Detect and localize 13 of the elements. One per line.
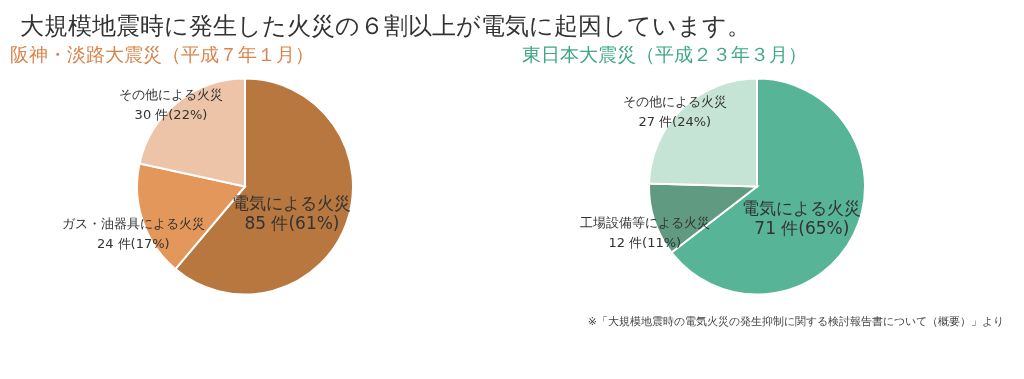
data-label: 71 件(65%)	[754, 217, 850, 238]
data-label: 27 件(24%)	[638, 113, 712, 129]
slice-label: 電気による火災	[232, 192, 352, 213]
text: ※「大規模地震時の電気火災の発生抑制に関する検討報告書について（概要）」より	[586, 314, 1005, 329]
slice-label: 工場設備等による火災	[579, 214, 710, 230]
chart-subtitle: 阪神・淡路大震災（平成７年１月）	[10, 43, 314, 65]
slice-label: その他による火災	[118, 86, 223, 102]
slice-label: その他による火災	[622, 93, 727, 109]
data-label: 30 件(22%)	[134, 106, 208, 122]
data-label: 85 件(61%)	[244, 212, 340, 233]
chart-title: 大規模地震時に発生した火災の６割以上が電気に起因しています。	[20, 12, 751, 40]
slice-label: 電気による火災	[742, 197, 862, 218]
chart-title: 東日本大震災（平成２３年３月）	[522, 43, 807, 65]
